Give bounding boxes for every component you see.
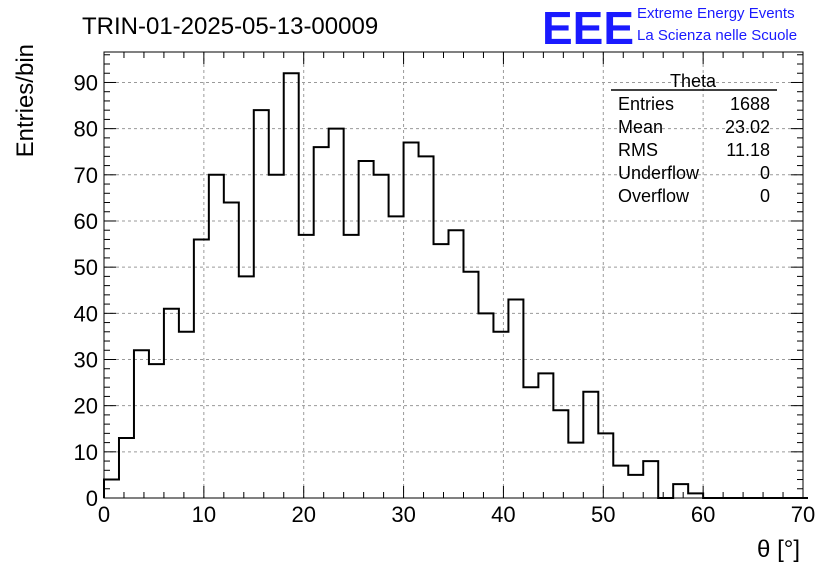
histogram-bin — [434, 244, 449, 498]
x-axis-label: θ [°] — [757, 536, 800, 563]
histogram-bars — [103, 72, 808, 499]
x-tick-label: 20 — [291, 502, 315, 527]
y-axis-label: Entries/bin — [12, 44, 39, 157]
y-tick-label: 40 — [74, 301, 98, 326]
histogram-bin — [299, 235, 314, 498]
histogram-bin — [568, 443, 583, 498]
stats-box-rows: Entries 1688 Mean 23.02 RMS 11.18 Underflow 0 Ov… — [618, 94, 770, 206]
stats-row-value: 11.18 — [726, 140, 770, 160]
x-tick-label: 30 — [391, 502, 415, 527]
histogram-bin — [463, 272, 478, 498]
histogram-bin — [628, 475, 643, 498]
histogram-bin — [449, 230, 464, 498]
y-tick-label: 70 — [74, 163, 98, 188]
histogram-outline — [103, 72, 808, 499]
eee-logo-mark: EEE — [542, 2, 634, 54]
histogram-bin — [179, 332, 194, 498]
histogram-bin — [389, 216, 404, 498]
y-tick-label: 10 — [74, 440, 98, 465]
x-tick-label: 40 — [491, 502, 515, 527]
histogram-bin — [478, 313, 493, 498]
stats-row-value: 0 — [760, 186, 770, 206]
histogram-bin — [359, 161, 374, 498]
histogram-bin — [224, 203, 239, 498]
stats-row-label: Mean — [618, 117, 663, 137]
histogram-bin — [598, 433, 613, 498]
histogram-bin — [374, 175, 389, 498]
grid-lines — [104, 52, 803, 498]
y-tick-label: 80 — [74, 117, 98, 142]
histogram-bin — [314, 147, 329, 498]
x-tick-label: 70 — [791, 502, 815, 527]
histogram-bin — [643, 461, 658, 498]
y-tick-labels: 0 10 20 30 40 50 60 70 80 90 — [74, 70, 98, 511]
histogram-bin — [538, 373, 553, 498]
histogram-bin — [119, 438, 134, 498]
y-tick-label: 20 — [74, 394, 98, 419]
histogram-bin — [284, 73, 299, 498]
y-tick-label: 50 — [74, 255, 98, 280]
histogram-bin — [239, 276, 254, 498]
stats-box-title: Theta — [670, 71, 717, 91]
x-tick-label: 60 — [691, 502, 715, 527]
histogram-bin — [419, 156, 434, 498]
histogram-bin — [194, 239, 209, 498]
y-tick-label: 30 — [74, 347, 98, 372]
axis-ticks — [103, 52, 804, 499]
stats-row-value: 23.02 — [725, 117, 770, 137]
histogram-bin — [344, 235, 359, 498]
y-tick-label: 90 — [74, 70, 98, 95]
eee-logo: EEE Extreme Energy Events La Scienza nel… — [542, 2, 797, 54]
histogram-bin — [553, 410, 568, 498]
histogram-bin — [508, 299, 523, 498]
stats-row-value: 1688 — [730, 94, 770, 114]
histogram-bin — [613, 466, 628, 498]
histogram-bin — [673, 484, 688, 498]
eee-logo-line2: La Scienza nelle Scuole — [637, 27, 797, 44]
histogram-bin — [404, 142, 419, 498]
stats-row-label: Overflow — [618, 186, 690, 206]
x-tick-label: 50 — [591, 502, 615, 527]
histogram-bin — [583, 392, 598, 498]
histogram-bin — [523, 387, 538, 498]
plot-frame — [103, 51, 804, 499]
y-tick-label: 0 — [86, 486, 98, 511]
eee-logo-line1: Extreme Energy Events — [637, 5, 795, 22]
histogram-bin — [209, 175, 224, 498]
stats-row-label: RMS — [618, 140, 658, 160]
histogram-bin — [254, 110, 269, 498]
y-tick-label: 60 — [74, 209, 98, 234]
histogram-bin — [149, 364, 164, 498]
histogram-bin — [493, 332, 508, 498]
stats-box: Theta Entries 1688 Mean 23.02 RMS 11.18 Underf… — [611, 71, 777, 206]
x-tick-labels: 0 10 20 30 40 50 60 70 — [98, 502, 815, 527]
x-tick-label: 0 — [98, 502, 110, 527]
histogram-bin — [134, 350, 149, 498]
histogram-bin — [164, 309, 179, 498]
chart-title: TRIN-01-2025-05-13-00009 — [82, 13, 378, 40]
x-tick-label: 10 — [192, 502, 216, 527]
stats-row-label: Entries — [618, 94, 674, 114]
stats-row-value: 0 — [760, 163, 770, 183]
stats-row-label: Underflow — [618, 163, 700, 183]
histogram-bin — [329, 129, 344, 498]
histogram-bin — [269, 175, 284, 498]
